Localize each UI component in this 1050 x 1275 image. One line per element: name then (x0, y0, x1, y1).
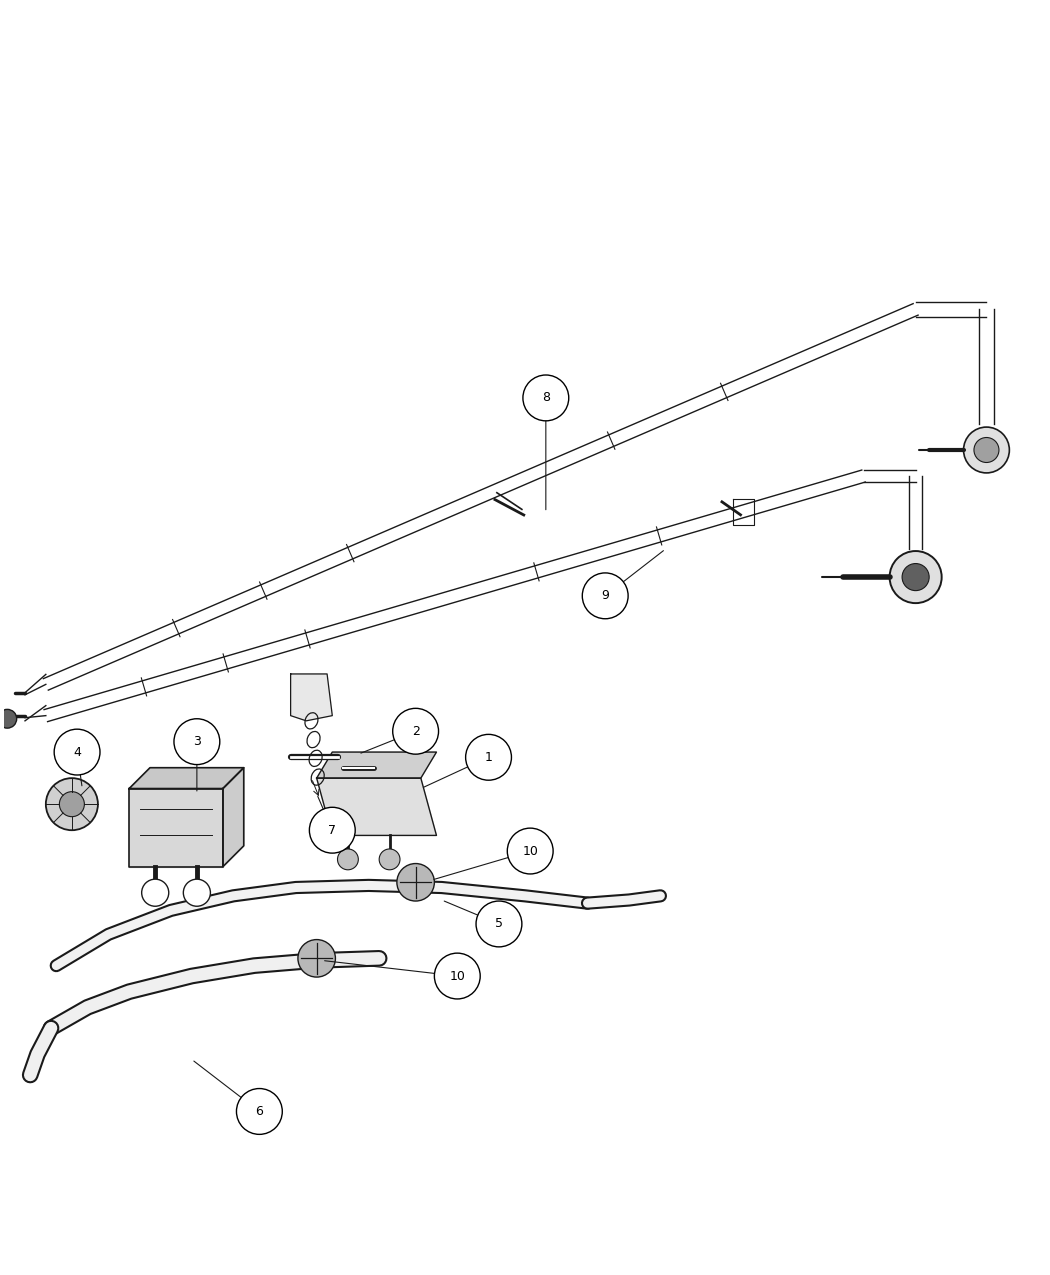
Circle shape (0, 709, 17, 728)
Polygon shape (317, 752, 437, 778)
Text: 2: 2 (412, 724, 420, 738)
Circle shape (46, 778, 98, 830)
Text: 9: 9 (602, 589, 609, 602)
Circle shape (337, 849, 358, 870)
Polygon shape (317, 778, 437, 835)
Circle shape (310, 807, 355, 853)
Text: 7: 7 (329, 824, 336, 836)
Circle shape (60, 792, 84, 817)
Text: 1: 1 (485, 751, 492, 764)
Text: 5: 5 (495, 918, 503, 931)
Circle shape (142, 880, 169, 907)
Circle shape (379, 849, 400, 870)
Text: 10: 10 (522, 844, 539, 858)
Circle shape (397, 863, 435, 901)
Circle shape (465, 734, 511, 780)
Circle shape (184, 880, 210, 907)
Circle shape (974, 437, 999, 463)
Text: 6: 6 (255, 1105, 264, 1118)
Circle shape (393, 709, 439, 755)
Text: 4: 4 (74, 746, 81, 759)
Polygon shape (129, 788, 223, 867)
Polygon shape (223, 768, 244, 867)
Circle shape (507, 829, 553, 873)
Circle shape (889, 551, 942, 603)
Text: 8: 8 (542, 391, 550, 404)
Circle shape (902, 564, 929, 590)
Circle shape (476, 901, 522, 947)
Text: 10: 10 (449, 969, 465, 983)
Circle shape (55, 729, 100, 775)
Circle shape (298, 940, 335, 977)
Circle shape (583, 572, 628, 618)
Circle shape (174, 719, 219, 765)
Circle shape (236, 1089, 282, 1135)
Circle shape (435, 954, 480, 998)
Text: 3: 3 (193, 736, 201, 748)
Circle shape (523, 375, 569, 421)
Circle shape (964, 427, 1009, 473)
Polygon shape (129, 768, 244, 788)
Polygon shape (291, 674, 332, 720)
